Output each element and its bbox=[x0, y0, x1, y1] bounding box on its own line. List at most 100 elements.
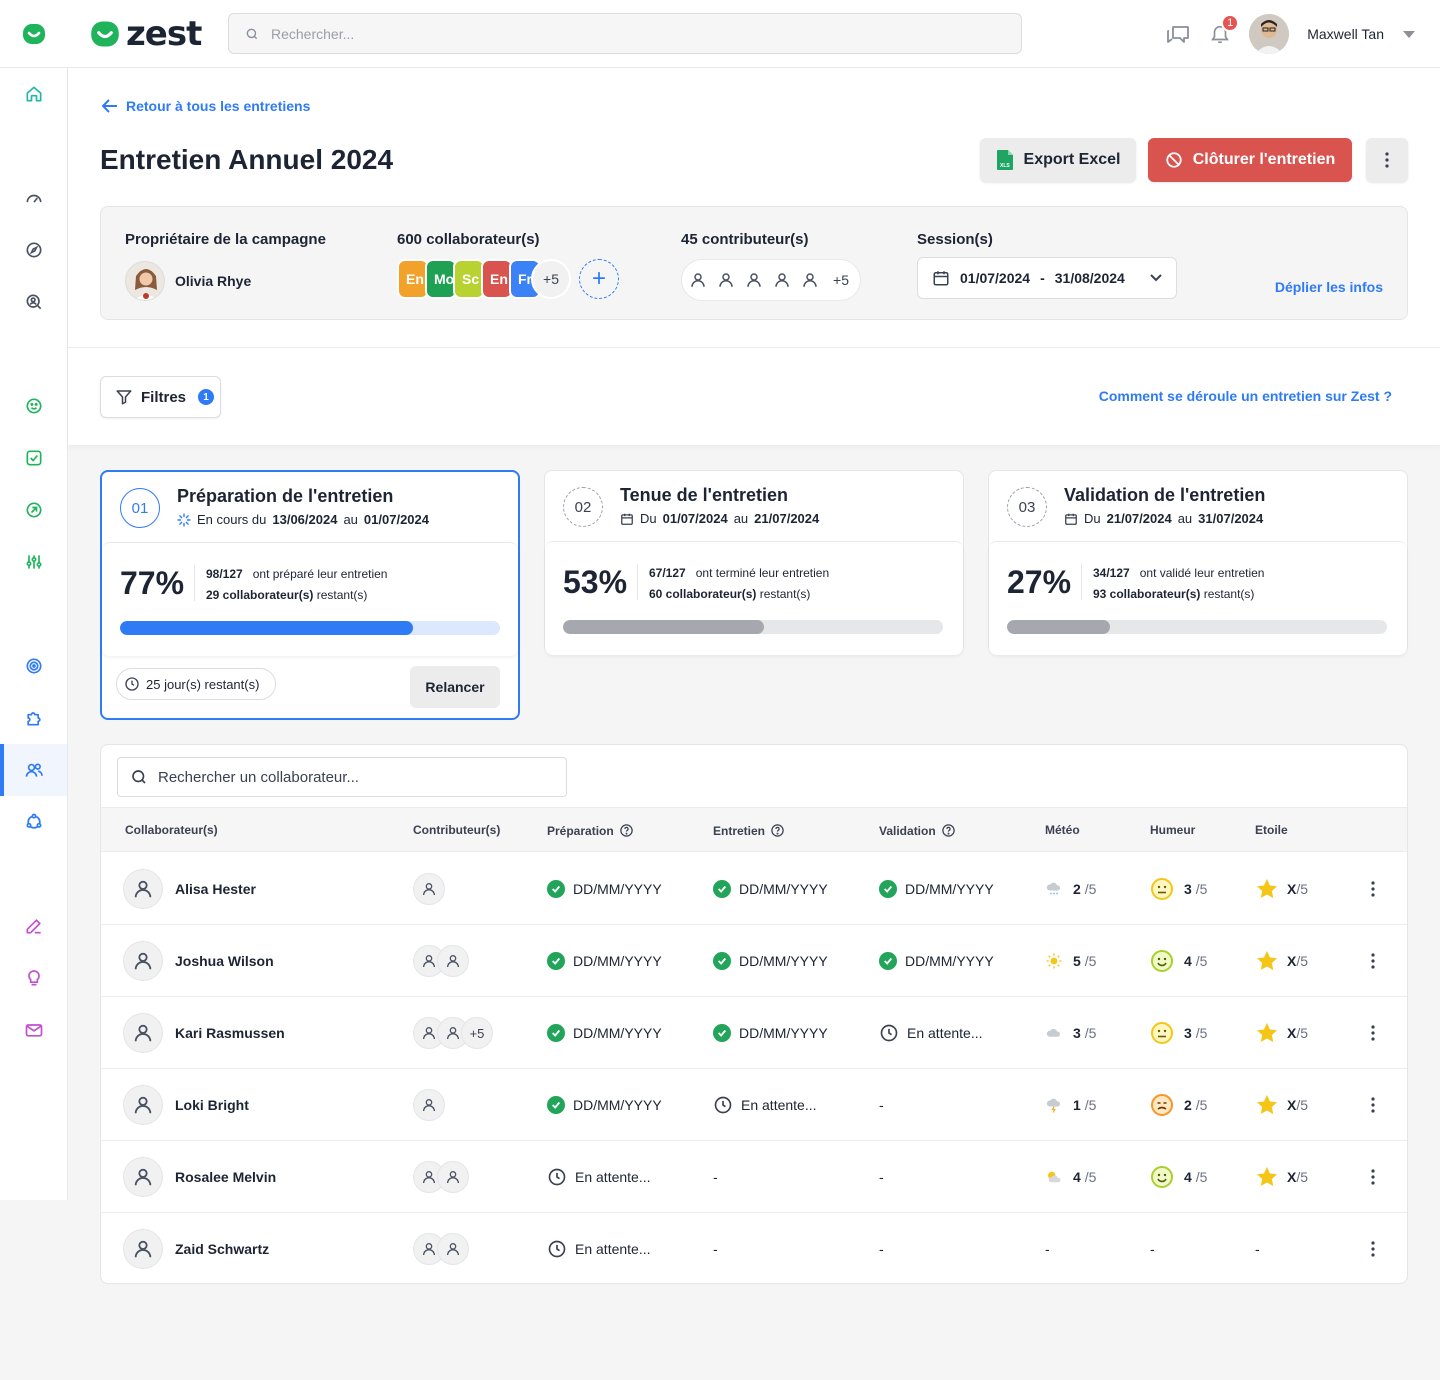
sun-cloud-icon bbox=[1045, 1168, 1063, 1186]
home-icon[interactable] bbox=[22, 82, 46, 106]
filters-button[interactable]: Filtres 1 bbox=[100, 376, 221, 418]
group-chip[interactable]: En bbox=[481, 259, 513, 299]
column-header[interactable]: Humeur bbox=[1150, 823, 1196, 837]
chevron-down-icon bbox=[1150, 274, 1162, 282]
collaborator-cell[interactable]: Loki Bright bbox=[123, 1069, 249, 1141]
row-menu-kebab-icon[interactable] bbox=[1371, 1025, 1375, 1046]
weather-cell: 2 /5 bbox=[1045, 853, 1096, 925]
collaborator-cell[interactable]: Rosalee Melvin bbox=[123, 1141, 276, 1213]
step-card-validation[interactable]: 03 Validation de l'entretien Du 21/07/20… bbox=[988, 470, 1408, 655]
contributors-cell[interactable] bbox=[413, 1069, 445, 1141]
collaborator-cell[interactable]: Kari Rasmussen bbox=[123, 997, 285, 1069]
column-header[interactable]: Entretien bbox=[713, 823, 785, 838]
table-row[interactable]: Alisa Hester DD/MM/YYYY DD/MM/YYYY DD/MM… bbox=[101, 853, 1407, 925]
expand-info-link[interactable]: Déplier les infos bbox=[1274, 279, 1383, 295]
contributors-cell[interactable] bbox=[413, 1141, 469, 1213]
column-header[interactable]: Validation bbox=[879, 823, 956, 838]
contributor-avatar[interactable] bbox=[437, 1233, 469, 1265]
table-row[interactable]: Rosalee Melvin En attente... - - 4 /5 4 … bbox=[101, 1141, 1407, 1213]
row-menu-kebab-icon[interactable] bbox=[1371, 881, 1375, 902]
refresh-users-icon[interactable] bbox=[22, 810, 46, 834]
close-interview-button[interactable]: Clôturer l'entretien bbox=[1148, 138, 1352, 182]
step-percent: 27% bbox=[1007, 564, 1072, 600]
more-options-button[interactable] bbox=[1366, 138, 1408, 182]
contributors-cell[interactable] bbox=[413, 853, 445, 925]
column-header[interactable]: Collaborateur(s) bbox=[125, 823, 218, 837]
row-menu-kebab-icon[interactable] bbox=[1371, 953, 1375, 974]
owner[interactable]: Olivia Rhye bbox=[125, 261, 251, 301]
column-header[interactable]: Météo bbox=[1045, 823, 1080, 837]
chat-icon[interactable] bbox=[1165, 22, 1191, 46]
global-search-input[interactable]: Rechercher... bbox=[228, 13, 1022, 54]
collaborator-search-input[interactable]: Rechercher un collaborateur... bbox=[117, 757, 567, 797]
puzzle-icon[interactable] bbox=[22, 706, 46, 730]
export-excel-button[interactable]: XLS Export Excel bbox=[980, 138, 1136, 182]
users-icon[interactable] bbox=[22, 758, 46, 782]
contributors-cell[interactable] bbox=[413, 925, 469, 997]
compass-icon[interactable] bbox=[22, 238, 46, 262]
lightbulb-icon[interactable] bbox=[22, 966, 46, 990]
contributor-avatar[interactable] bbox=[437, 1161, 469, 1193]
contributor-avatar[interactable] bbox=[413, 873, 445, 905]
sliders-icon[interactable] bbox=[22, 550, 46, 574]
collaborator-cell[interactable]: Joshua Wilson bbox=[123, 925, 274, 997]
mail-icon[interactable] bbox=[22, 1018, 46, 1042]
arrow-circle-icon[interactable] bbox=[22, 498, 46, 522]
step-ratio: 98/127 bbox=[206, 567, 243, 581]
group-chip[interactable]: Sc bbox=[453, 259, 485, 299]
user-avatar[interactable] bbox=[1249, 14, 1290, 54]
contributor-avatar[interactable] bbox=[413, 1089, 445, 1121]
section-divider bbox=[68, 347, 1440, 348]
validation-status: - bbox=[879, 1141, 884, 1213]
add-collaborator-button[interactable]: + bbox=[579, 259, 619, 299]
main-content: Retour à tous les entretiens Entretien A… bbox=[68, 68, 1440, 1380]
row-menu-kebab-icon[interactable] bbox=[1371, 1097, 1375, 1118]
contributor-avatar[interactable] bbox=[437, 945, 469, 977]
table-row[interactable]: Kari Rasmussen +5 DD/MM/YYYY DD/MM/YYYY … bbox=[101, 997, 1407, 1069]
session-date-select[interactable]: 01/07/2024 - 31/08/2024 bbox=[917, 257, 1177, 299]
target-icon[interactable] bbox=[22, 654, 46, 678]
group-chip[interactable]: En bbox=[397, 259, 429, 299]
notifications-button[interactable]: 1 bbox=[1209, 14, 1240, 46]
contributors-cell[interactable]: +5 bbox=[413, 997, 493, 1069]
chevron-down-icon[interactable] bbox=[1402, 29, 1416, 39]
step-ratio-text: ont préparé leur entretien bbox=[252, 567, 388, 581]
row-menu-kebab-icon[interactable] bbox=[1371, 1241, 1375, 1262]
help-circle-icon[interactable] bbox=[619, 823, 634, 838]
collaborator-cell[interactable]: Alisa Hester bbox=[123, 853, 256, 925]
row-menu-kebab-icon[interactable] bbox=[1371, 1169, 1375, 1190]
help-link[interactable]: Comment se déroule un entretien sur Zest… bbox=[1098, 388, 1392, 404]
contributors-cell[interactable] bbox=[413, 1213, 469, 1283]
zest-logo[interactable]: zest bbox=[90, 16, 202, 52]
checkbox-icon[interactable] bbox=[22, 446, 46, 470]
column-header[interactable]: Contributeur(s) bbox=[413, 823, 501, 837]
help-circle-icon[interactable] bbox=[941, 823, 956, 838]
column-header[interactable]: Préparation bbox=[547, 823, 634, 838]
back-link[interactable]: Retour à tous les entretiens bbox=[102, 98, 310, 114]
collaborators-more[interactable]: +5 bbox=[531, 259, 571, 299]
table-row[interactable]: Zaid Schwartz En attente... - - - - - bbox=[101, 1213, 1407, 1283]
table-row[interactable]: Joshua Wilson DD/MM/YYYY DD/MM/YYYY DD/M… bbox=[101, 925, 1407, 997]
column-header[interactable]: Etoile bbox=[1255, 823, 1288, 837]
step-card-preparation[interactable]: 01 Préparation de l'entretien En cours d… bbox=[100, 470, 520, 720]
contributors-avatars[interactable]: +5 bbox=[681, 259, 861, 301]
collaborator-cell[interactable]: Zaid Schwartz bbox=[123, 1213, 269, 1283]
person-icon bbox=[796, 260, 824, 300]
collaborators-count-label: 600 collaborateur(s) bbox=[397, 231, 540, 248]
table-row[interactable]: Loki Bright DD/MM/YYYY En attente... - 1… bbox=[101, 1069, 1407, 1141]
collaborator-group-chips[interactable]: En Mo Sc En Fr +5 + bbox=[397, 259, 619, 301]
contributors-more[interactable]: +5 bbox=[461, 1017, 493, 1049]
user-name[interactable]: Maxwell Tan bbox=[1307, 26, 1384, 42]
zest-logo-icon[interactable] bbox=[22, 22, 46, 46]
check-circle-icon bbox=[547, 1024, 565, 1042]
step-card-interview[interactable]: 02 Tenue de l'entretien Du 01/07/2024 au… bbox=[544, 470, 964, 655]
help-circle-icon[interactable] bbox=[770, 823, 785, 838]
edit-icon[interactable] bbox=[22, 914, 46, 938]
star-icon bbox=[1255, 1021, 1279, 1045]
days-left-label: 25 jour(s) restant(s) bbox=[146, 676, 260, 692]
user-search-icon[interactable] bbox=[22, 290, 46, 314]
speedometer-icon[interactable] bbox=[22, 186, 46, 210]
remind-button[interactable]: Relancer bbox=[410, 666, 500, 708]
smiley-icon[interactable] bbox=[22, 394, 46, 418]
group-chip[interactable]: Mo bbox=[425, 259, 457, 299]
